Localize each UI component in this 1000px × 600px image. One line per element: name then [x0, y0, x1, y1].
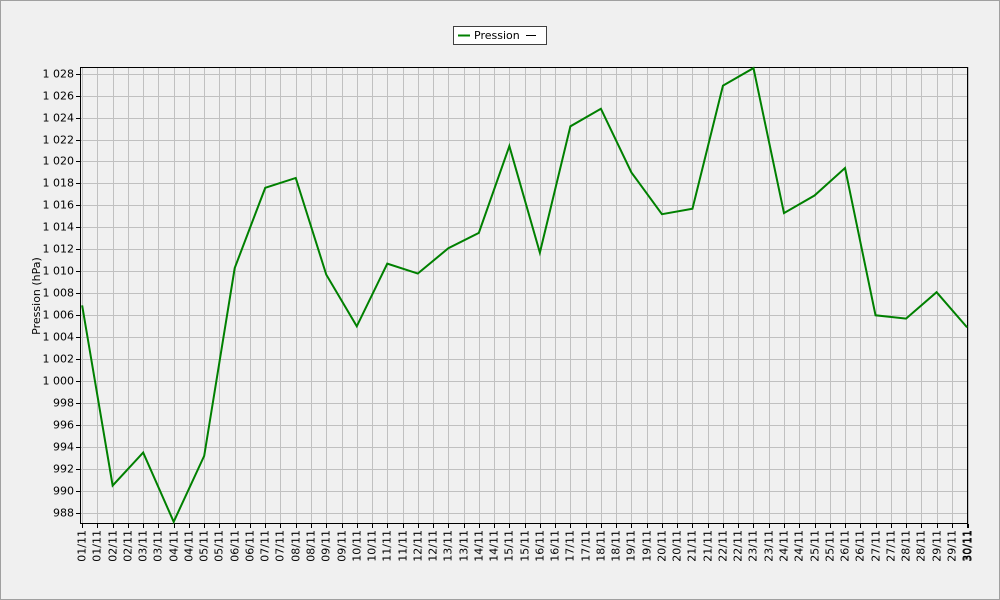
x-tick-label: 23/11	[763, 530, 776, 562]
x-tick-label: 16/11	[549, 530, 562, 562]
y-tick-label: 994	[53, 441, 74, 454]
y-tick-label: 1 018	[43, 177, 75, 190]
y-tick-label: 1 000	[43, 375, 75, 388]
x-tick-label: 18/11	[595, 530, 608, 562]
y-tick-label: 1 010	[43, 265, 75, 278]
x-tick-label: 19/11	[625, 530, 638, 562]
x-tick-label: 12/11	[427, 530, 440, 562]
x-tick-label: 11/11	[397, 530, 410, 562]
x-tick-label: 30/11	[961, 530, 974, 562]
y-tick-label: 1 028	[43, 68, 75, 81]
x-tick-label: 17/11	[580, 530, 593, 562]
y-tick-label: 1 006	[43, 309, 75, 322]
x-tick-label: 21/11	[702, 530, 715, 562]
y-tick-label: 998	[53, 397, 74, 410]
x-tick-label: 27/11	[870, 530, 883, 562]
x-tick-label: 20/11	[671, 530, 684, 562]
x-tick-label: 04/11	[183, 530, 196, 562]
y-tick-label: 1 012	[43, 243, 75, 256]
x-tick-label: 15/11	[503, 530, 516, 562]
x-tick-label: 13/11	[442, 530, 455, 562]
x-tick-label: 25/11	[809, 530, 822, 562]
y-tick-label: 1 020	[43, 155, 75, 168]
y-tick-label: 1 008	[43, 287, 75, 300]
y-tick-label: 990	[53, 485, 74, 498]
x-tick-label: 10/11	[366, 530, 379, 562]
x-tick-label: 03/11	[152, 530, 165, 562]
x-tick-label: 22/11	[732, 530, 745, 562]
x-tick-label: 26/11	[839, 530, 852, 562]
x-tick-label: 18/11	[610, 530, 623, 562]
x-tick-label: 01/11	[76, 530, 89, 562]
x-tick-label: 08/11	[290, 530, 303, 562]
x-tick-label: 21/11	[686, 530, 699, 562]
x-tick-label: 24/11	[778, 530, 791, 562]
y-tick-label: 1 024	[43, 112, 75, 125]
x-tick-label: 09/11	[320, 530, 333, 562]
x-tick-label: 29/11	[931, 530, 944, 562]
y-axis-title: Pression (hPa)	[30, 257, 43, 335]
x-tick-label: 02/11	[107, 530, 120, 562]
legend: Pression	[453, 26, 547, 45]
plot-border	[80, 67, 968, 524]
y-tick-label: 988	[53, 507, 74, 520]
y-tick-label: 996	[53, 419, 74, 432]
x-tick-label: 17/11	[564, 530, 577, 562]
y-tick-label: 1 022	[43, 134, 75, 147]
y-tick-label: 1 016	[43, 199, 75, 212]
x-tick-label: 16/11	[534, 530, 547, 562]
x-tick-label: 28/11	[900, 530, 913, 562]
x-tick-label: 13/11	[458, 530, 471, 562]
x-tick-label: 26/11	[854, 530, 867, 562]
x-tick-label: 24/11	[793, 530, 806, 562]
y-tick-label: 1 004	[43, 331, 75, 344]
legend-box	[453, 26, 547, 45]
x-tick-label: 07/11	[259, 530, 272, 562]
x-tick-label: 05/11	[213, 530, 226, 562]
x-tick-label: 23/11	[747, 530, 760, 562]
x-tick-label: 02/11	[122, 530, 135, 562]
x-tick-label: 11/11	[381, 530, 394, 562]
x-tick-label: 03/11	[137, 530, 150, 562]
legend-label: Pression	[474, 29, 520, 42]
x-tick-label: 07/11	[274, 530, 287, 562]
x-tick-label: 20/11	[656, 530, 669, 562]
series-line	[81, 66, 968, 525]
x-tick-label: 30/11	[962, 530, 975, 562]
x-tick-label: 09/11	[336, 530, 349, 562]
x-tick-label: 06/11	[229, 530, 242, 562]
y-tick-label: 1 002	[43, 353, 75, 366]
x-tick-label: 15/11	[519, 530, 532, 562]
x-tick-label: 10/11	[351, 530, 364, 562]
x-tick-label: 12/11	[412, 530, 425, 562]
x-tick-label: 01/11	[91, 530, 104, 562]
x-tick-label: 27/11	[885, 530, 898, 562]
x-tick-label: 29/11	[946, 530, 959, 562]
x-tick-label: 14/11	[488, 530, 501, 562]
x-tick-label: 22/11	[717, 530, 730, 562]
x-tick-label: 14/11	[473, 530, 486, 562]
y-tick-label: 1 014	[43, 221, 75, 234]
y-tick-label: 1 026	[43, 90, 75, 103]
x-tick-label: 28/11	[915, 530, 928, 562]
y-tick-label: 992	[53, 463, 74, 476]
x-tick-label: 25/11	[824, 530, 837, 562]
x-tick-label: 19/11	[641, 530, 654, 562]
plot-area	[80, 67, 968, 524]
x-tick-label: 05/11	[198, 530, 211, 562]
x-tick-label: 04/11	[168, 530, 181, 562]
x-tick-label: 08/11	[305, 530, 318, 562]
x-tick-label: 06/11	[244, 530, 257, 562]
